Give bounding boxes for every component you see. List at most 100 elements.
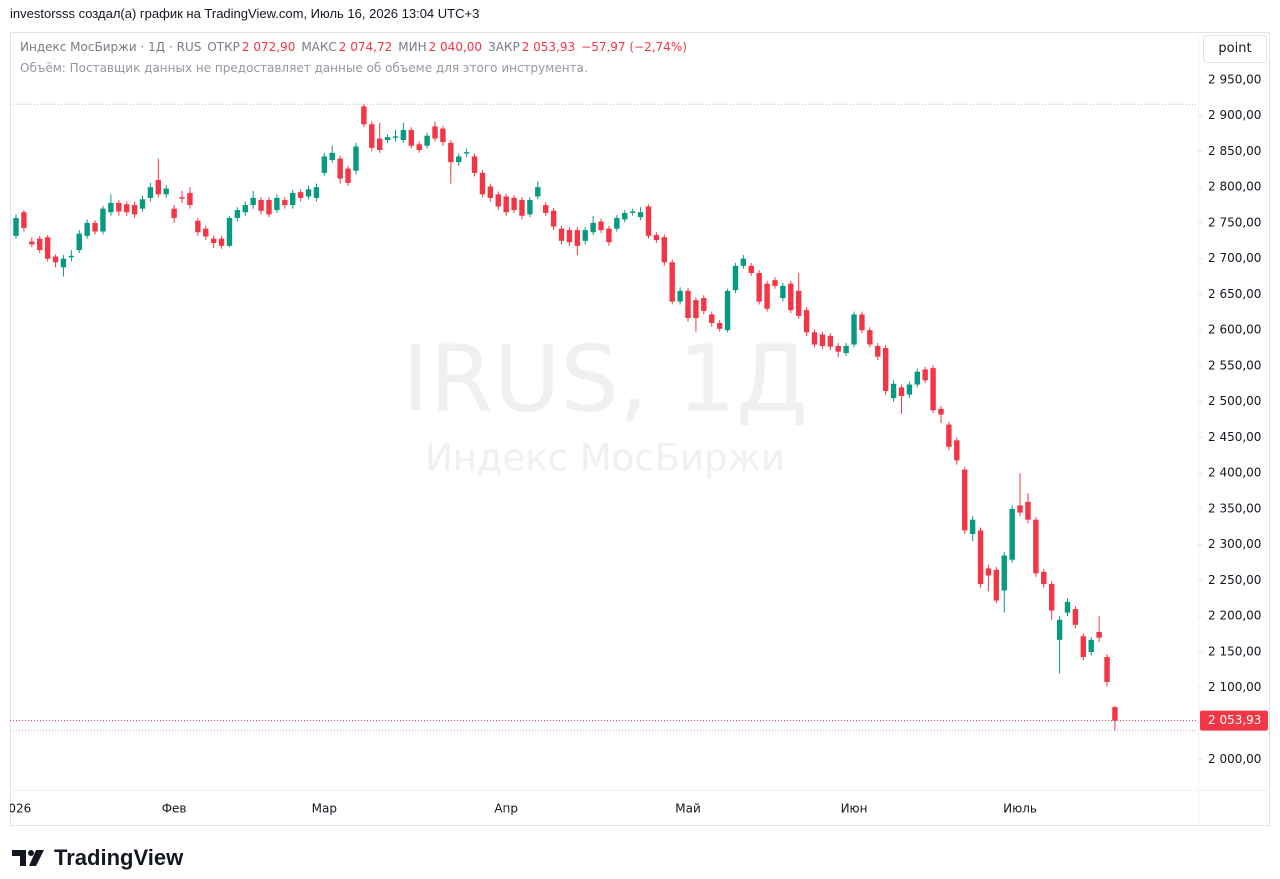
y-tick-label: 2 900,00: [1208, 108, 1261, 122]
candle-body: [424, 135, 430, 146]
candle-body: [234, 210, 241, 218]
candle-body: [29, 241, 35, 245]
candle-body: [321, 156, 328, 173]
candle-body: [614, 217, 620, 229]
header: investorsss создал(а) график на TradingV…: [10, 6, 480, 21]
candle-body: [1017, 505, 1023, 513]
candle-body: [938, 408, 944, 415]
candle-body: [535, 187, 541, 197]
candle-body: [851, 314, 857, 345]
candle-body: [645, 206, 652, 236]
candle-body: [946, 424, 952, 447]
legend-field-name: ОТКР: [207, 40, 240, 54]
candle-body: [1001, 555, 1007, 591]
candle-body: [930, 368, 936, 411]
candle-body: [456, 156, 462, 163]
candle-body: [250, 197, 256, 206]
candle-body: [993, 569, 1000, 601]
candle-body: [843, 345, 849, 354]
candle-body: [258, 200, 264, 211]
candle-body: [543, 205, 549, 213]
candle-body: [574, 230, 581, 246]
candle-body: [369, 124, 375, 148]
candle-body: [361, 106, 367, 125]
chart-frame: [10, 32, 1270, 826]
candle-body: [1072, 609, 1079, 625]
candle-body: [867, 330, 873, 345]
last-price-label: 2 053,93: [1208, 713, 1261, 727]
candle-body: [969, 519, 976, 534]
candle-body: [210, 238, 217, 243]
legend-field-name: МИН: [398, 40, 427, 54]
candle-body: [622, 212, 628, 220]
candle-body: [606, 228, 612, 243]
candle-body: [827, 335, 834, 347]
candle-body: [527, 200, 533, 215]
y-tick-label: 2 850,00: [1208, 144, 1261, 158]
y-tick-label: 2 550,00: [1208, 358, 1261, 372]
candle-body: [803, 310, 810, 333]
candle-body: [677, 290, 683, 302]
candle-body: [163, 188, 169, 195]
scale-button[interactable]: point: [1203, 35, 1267, 63]
candle-body: [400, 129, 407, 140]
candle-body: [764, 283, 770, 309]
candle-body: [92, 222, 98, 232]
candle-body: [84, 222, 90, 236]
logo-icon: [12, 850, 44, 866]
candle-body: [740, 258, 747, 266]
candle-body: [835, 345, 841, 352]
candle-body: [550, 210, 557, 227]
candle-body: [131, 205, 138, 215]
candle-body: [772, 280, 778, 286]
candle-body: [511, 197, 517, 211]
legend-field-value: 2 074,72: [338, 40, 393, 54]
candle-body: [100, 208, 106, 232]
candle-body: [1096, 631, 1102, 638]
y-tick-label: 2 150,00: [1208, 644, 1261, 658]
y-tick-label: 2 950,00: [1208, 72, 1261, 86]
candle-body: [171, 208, 177, 218]
legend-field-value: 2 053,93: [521, 40, 576, 54]
y-tick-label: 2 700,00: [1208, 251, 1261, 265]
candle-body: [1104, 656, 1110, 683]
candle-body: [448, 142, 454, 163]
last-price-badge: [1200, 710, 1268, 731]
x-tick-label: Июн: [841, 802, 868, 816]
candle-body: [305, 189, 312, 197]
candle-body: [653, 235, 660, 241]
candle-body: [384, 137, 391, 140]
candle-body: [875, 345, 881, 357]
candle-body: [503, 196, 509, 213]
candle-body: [226, 217, 233, 246]
y-tick-label: 2 650,00: [1208, 287, 1261, 301]
candle-body: [60, 258, 67, 268]
candle-body: [811, 332, 818, 345]
branding: TradingView: [12, 845, 183, 871]
x-tick-label: Апр: [494, 802, 518, 816]
candle-body: [922, 369, 928, 381]
candle-body: [1025, 501, 1031, 520]
candle-body: [1080, 636, 1087, 657]
legend-field-name: МАКС: [301, 40, 337, 54]
candle-body: [748, 265, 754, 273]
candle-body: [37, 238, 43, 251]
candle-body: [218, 238, 225, 246]
candle-body: [203, 228, 209, 237]
candle-body: [179, 197, 185, 199]
x-tick-label: Май: [675, 802, 701, 816]
candle-body: [716, 323, 723, 329]
candle-body: [242, 205, 248, 213]
candle-body: [345, 168, 351, 183]
candle-body: [962, 469, 968, 531]
candle-body: [1064, 601, 1071, 613]
legend: Индекс МосБиржи · 1Д · RUS ОТКР 2 072,90 МА…: [20, 40, 693, 54]
x-tick-label: Июль: [1003, 802, 1037, 816]
y-tick-label: 2 300,00: [1208, 537, 1261, 551]
candle-body: [290, 192, 296, 206]
brand-name: TradingView: [54, 845, 184, 870]
candle-body: [21, 212, 27, 228]
candle-body: [76, 233, 82, 251]
